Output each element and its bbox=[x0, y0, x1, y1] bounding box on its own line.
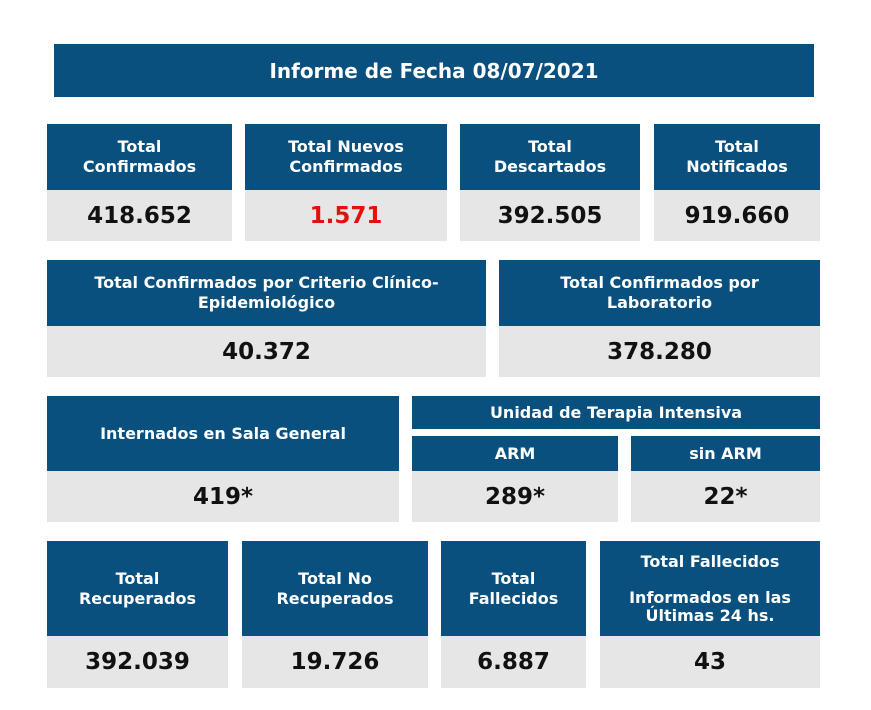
total-notificados-value: 919.660 bbox=[654, 190, 820, 241]
confirmados-laboratorio-label: Total Confirmados por Laboratorio bbox=[499, 260, 820, 326]
total-fallecidos-label: Total Fallecidos bbox=[441, 541, 586, 636]
report-title: Informe de Fecha 08/07/2021 bbox=[54, 44, 814, 97]
total-descartados-value: 392.505 bbox=[460, 190, 640, 241]
total-confirmados-label: Total Confirmados bbox=[47, 124, 232, 190]
total-no-recuperados-value: 19.726 bbox=[242, 636, 428, 688]
total-notificados-label: Total Notificados bbox=[654, 124, 820, 190]
fallecidos-24hs-value: 43 bbox=[600, 636, 820, 688]
sin-arm-label: sin ARM bbox=[631, 436, 820, 471]
total-recuperados-label: Total Recuperados bbox=[47, 541, 228, 636]
total-no-recuperados-label: Total No Recuperados bbox=[242, 541, 428, 636]
total-confirmados-value: 418.652 bbox=[47, 190, 232, 241]
total-nuevos-confirmados-label: Total Nuevos Confirmados bbox=[245, 124, 447, 190]
uti-header: Unidad de Terapia Intensiva bbox=[412, 396, 820, 429]
confirmados-laboratorio-value: 378.280 bbox=[499, 326, 820, 377]
arm-value: 289* bbox=[412, 471, 618, 522]
sala-general-value: 419* bbox=[47, 471, 399, 522]
total-descartados-label: Total Descartados bbox=[460, 124, 640, 190]
sin-arm-value: 22* bbox=[631, 471, 820, 522]
arm-label: ARM bbox=[412, 436, 618, 471]
total-fallecidos-value: 6.887 bbox=[441, 636, 586, 688]
sala-general-label: Internados en Sala General bbox=[47, 396, 399, 471]
total-recuperados-value: 392.039 bbox=[47, 636, 228, 688]
fallecidos-24hs-label: Total Fallecidos Informados en las Últim… bbox=[600, 541, 820, 636]
confirmados-criterio-clinico-value: 40.372 bbox=[47, 326, 486, 377]
total-nuevos-confirmados-value: 1.571 bbox=[245, 190, 447, 241]
confirmados-criterio-clinico-label: Total Confirmados por Criterio Clínico- … bbox=[47, 260, 486, 326]
